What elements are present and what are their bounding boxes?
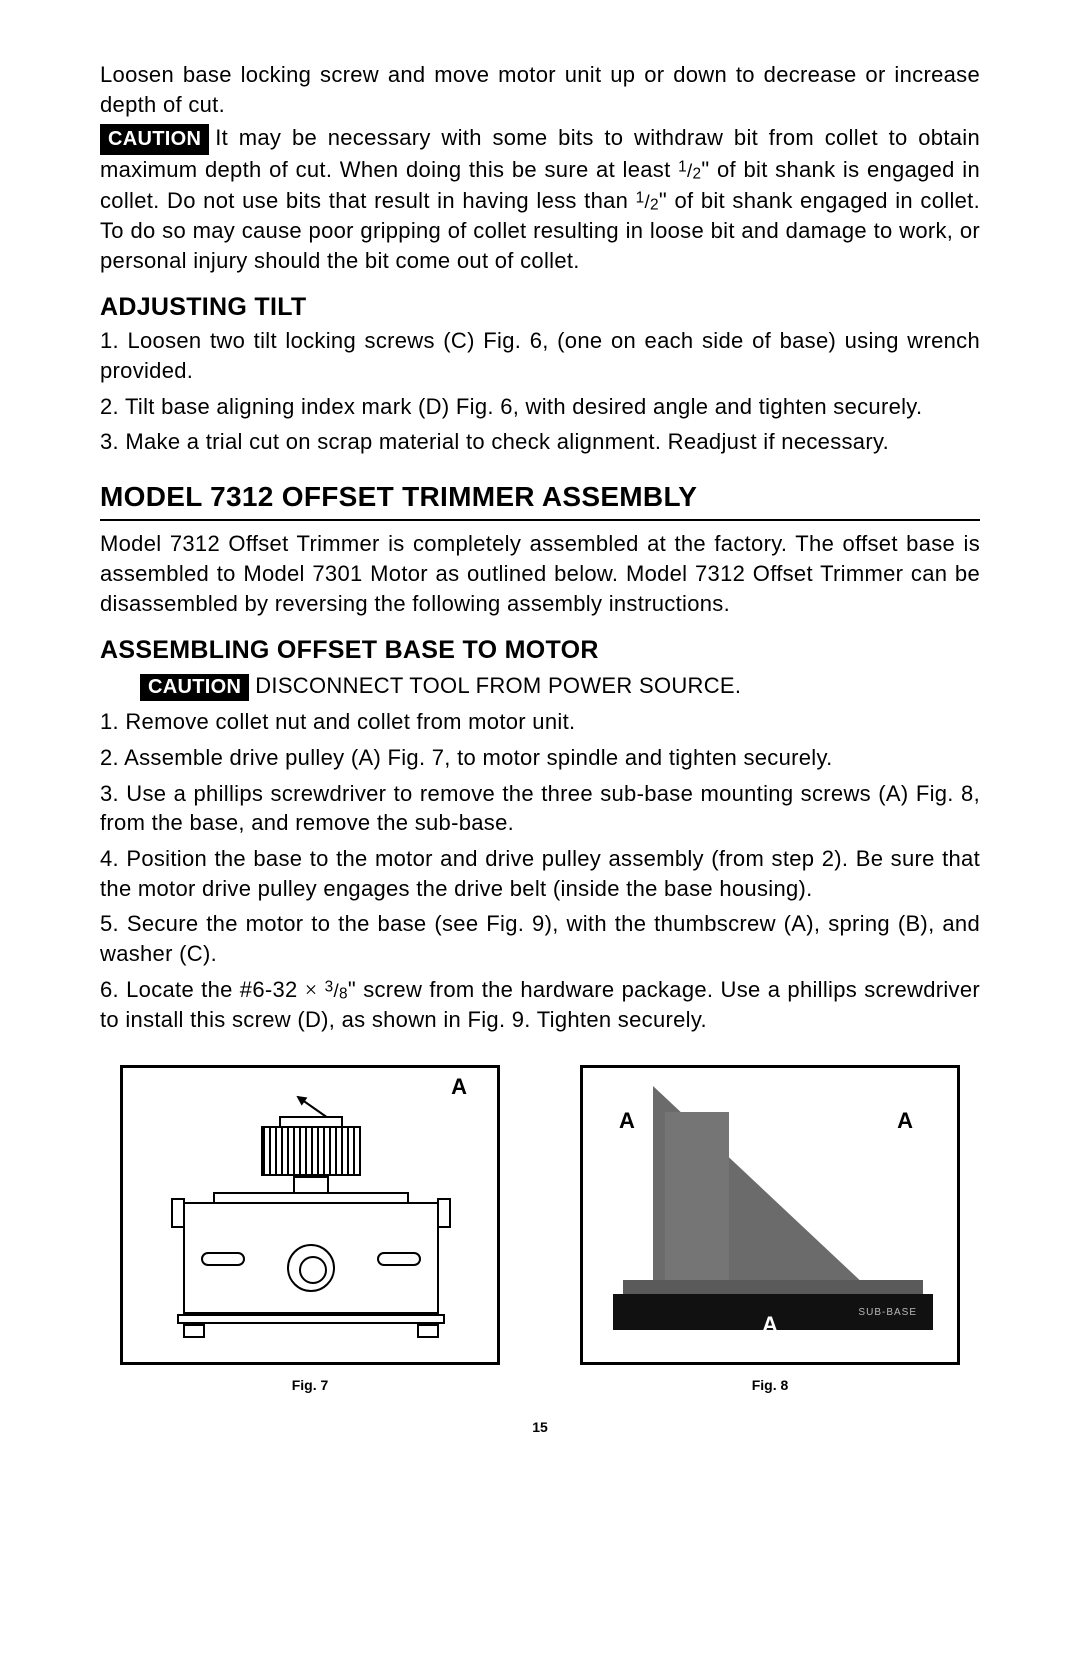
figure-7-foot-left — [183, 1324, 205, 1338]
fraction-denominator: 2 — [650, 196, 659, 213]
figure-8-container: SUB-BASE A A A Fig. 8 — [560, 1065, 980, 1393]
figure-7-slot-right — [377, 1252, 421, 1266]
caution-badge: CAUTION — [140, 674, 249, 701]
assembling-step-5: 5. Secure the motor to the base (see Fig… — [100, 909, 980, 968]
assembling-step-1: 1. Remove collet nut and collet from mot… — [100, 707, 980, 737]
assembling-heading: ASSEMBLING OFFSET BASE TO MOTOR — [100, 636, 980, 665]
assembling-caution-line: CAUTIONDISCONNECT TOOL FROM POWER SOURCE… — [140, 673, 980, 701]
page-number: 15 — [100, 1419, 980, 1435]
assembling-step-6: 6. Locate the #6-32 × 3/8" screw from th… — [100, 975, 980, 1035]
figure-7-frame: A — [120, 1065, 500, 1365]
figure-7-label-a: A — [451, 1074, 467, 1100]
figure-8-label-a-left: A — [619, 1108, 635, 1134]
times-symbol: × — [305, 977, 318, 1002]
adjusting-tilt-step-3: 3. Make a trial cut on scrap material to… — [100, 427, 980, 457]
figure-7-slot-left — [201, 1252, 245, 1266]
figure-7-base-plate — [177, 1314, 445, 1324]
figure-row: A Fig. 7 — [100, 1065, 980, 1393]
manual-page: Loosen base locking screw and move motor… — [0, 0, 1080, 1475]
caution-paragraph: CAUTIONIt may be necessary with some bit… — [100, 123, 980, 275]
figure-8-label-a-right: A — [897, 1108, 913, 1134]
assembling-step-2: 2. Assemble drive pulley (A) Fig. 7, to … — [100, 743, 980, 773]
figure-8-frame: SUB-BASE A A A — [580, 1065, 960, 1365]
figure-7-container: A Fig. 7 — [100, 1065, 520, 1393]
intro-paragraph-1: Loosen base locking screw and move motor… — [100, 60, 980, 119]
figure-7-knurl-knob — [261, 1126, 361, 1176]
model-7312-paragraph: Model 7312 Offset Trimmer is completely … — [100, 529, 980, 618]
fraction-numerator: 3 — [325, 978, 334, 995]
figure-7-caption: Fig. 7 — [292, 1377, 329, 1393]
fraction-numerator: 1 — [636, 189, 645, 206]
adjusting-tilt-step-2: 2. Tilt base aligning index mark (D) Fig… — [100, 392, 980, 422]
figure-8-column — [665, 1112, 729, 1304]
assembling-step-3: 3. Use a phillips screwdriver to remove … — [100, 779, 980, 838]
fraction-denominator: 2 — [692, 166, 701, 183]
figure-7-tab-right — [437, 1198, 451, 1228]
adjusting-tilt-heading: ADJUSTING TILT — [100, 293, 980, 322]
figure-7-foot-right — [417, 1324, 439, 1338]
caution-badge: CAUTION — [100, 124, 209, 155]
adjusting-tilt-step-1: 1. Loosen two tilt locking screws (C) Fi… — [100, 326, 980, 385]
fraction-numerator: 1 — [678, 159, 687, 176]
model-7312-heading: MODEL 7312 OFFSET TRIMMER ASSEMBLY — [100, 481, 980, 521]
figure-8-caption: Fig. 8 — [752, 1377, 789, 1393]
figure-8-plate-upper — [623, 1280, 923, 1294]
figure-8-subbase-text: SUB-BASE — [858, 1307, 917, 1318]
assembling-step-4: 4. Position the base to the motor and dr… — [100, 844, 980, 903]
fraction-denominator: 8 — [339, 985, 348, 1002]
step6-text-a: 6. Locate the #6-32 — [100, 977, 305, 1002]
assembling-caution-text: DISCONNECT TOOL FROM POWER SOURCE. — [255, 673, 741, 698]
figure-7-spindle-hole — [287, 1244, 335, 1292]
figure-8-label-a-bottom: A — [762, 1312, 778, 1338]
